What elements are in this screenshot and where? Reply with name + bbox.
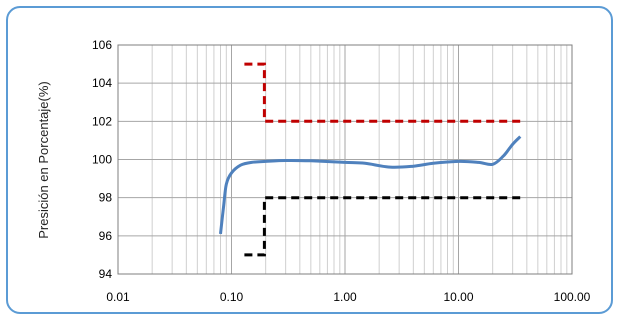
y-tick-label: 98 (99, 191, 113, 205)
x-tick-label: 0.10 (220, 290, 244, 304)
x-tick-label: 10.00 (443, 290, 473, 304)
plot-area-border (117, 44, 573, 275)
y-tick-label: 96 (99, 229, 113, 243)
x-tick-labels: 0.01 0.10 1.00 10.00 100.00 (106, 290, 590, 304)
precision-curve (219, 135, 522, 235)
y-tick-label: 100 (92, 153, 112, 167)
grid (117, 44, 572, 275)
x-tick-label: 100.00 (554, 290, 591, 304)
y-tick-label: 106 (92, 38, 112, 52)
x-tick-label: 1.00 (333, 290, 357, 304)
y-tick-label: 94 (99, 267, 113, 281)
x-tick-label: 0.01 (106, 290, 130, 304)
y-tick-labels: 94 96 98 100 102 104 106 (92, 38, 112, 281)
y-tick-label: 102 (92, 114, 112, 128)
y-tick-label: 104 (92, 76, 112, 90)
series-layer (219, 62, 522, 257)
y-axis-label: Presición en Porcentaje(%) (36, 81, 51, 239)
